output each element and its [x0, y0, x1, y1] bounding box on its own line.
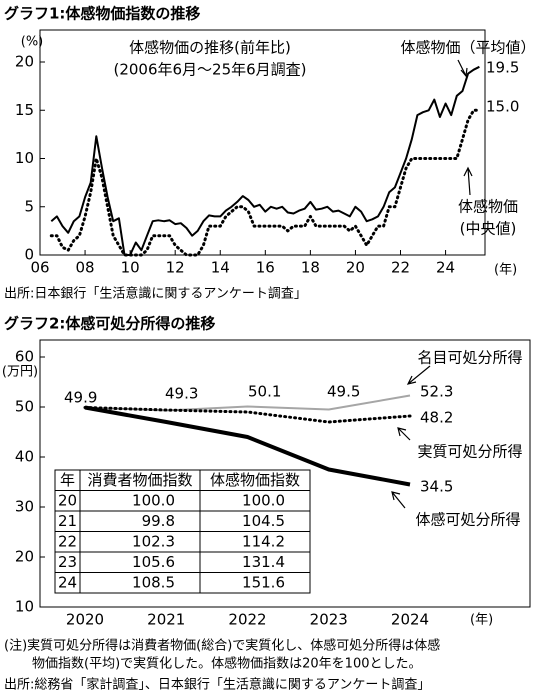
source: 出所:総務省「家計調査」、日本銀行「生活意識に関するアンケート調査」	[4, 677, 430, 693]
table-cell: 105.6	[132, 553, 175, 571]
table-cell: 23	[58, 553, 77, 571]
y-tick-label: 15	[15, 101, 34, 119]
table-header: 消費者物価指数	[87, 471, 192, 489]
series-line	[83, 406, 412, 424]
table-cell: 104.5	[242, 512, 285, 530]
x-tick-label: 2022	[228, 611, 266, 629]
table-header: 年	[60, 471, 75, 489]
table-cell: 20	[58, 491, 77, 509]
value-label: 49.9	[64, 389, 97, 407]
series-line	[84, 405, 411, 487]
table-cell: 108.5	[132, 573, 175, 591]
arrow	[457, 59, 468, 78]
x-tick-label: 2020	[66, 611, 104, 629]
plot-frame	[39, 29, 486, 256]
table-cell: 99.8	[142, 512, 175, 530]
x-label: (年)	[470, 613, 493, 628]
x-tick-label: 06	[30, 259, 49, 277]
table-cell: 100.0	[242, 491, 285, 509]
y-tick-label: 50	[15, 398, 34, 416]
series-line	[50, 65, 480, 256]
y-tick-label: 20	[15, 548, 34, 566]
table-header: 体感物価指数	[210, 471, 300, 489]
y-label: (万円)	[2, 365, 38, 380]
table-cell: 100.0	[132, 491, 175, 509]
y-label: (%)	[21, 35, 44, 50]
value-label: 15.0	[486, 98, 519, 116]
value-label: 34.5	[420, 478, 453, 496]
x-tick-label: 16	[256, 259, 275, 277]
legend-label: (中央値)	[460, 220, 517, 238]
note: 物価指数(平均)で実質化した。体感物価指数は20年を100とした。	[32, 656, 422, 672]
legend-label: 体感物価	[458, 198, 518, 216]
x-tick-label: 2021	[147, 611, 185, 629]
legend-label: 実質可処分所得	[417, 443, 522, 461]
series-line	[49, 108, 481, 257]
value-label: 50.1	[248, 383, 281, 401]
subtitle: (2006年6月～25年6月調査)	[113, 61, 306, 79]
y-tick-label: 5	[24, 197, 34, 215]
table-cell: 102.3	[132, 532, 175, 550]
table-cell: 151.6	[242, 573, 285, 591]
chart-title: グラフ2:体感可処分所得の推移	[4, 315, 215, 333]
plot-frame	[39, 339, 531, 608]
arrow	[406, 365, 431, 385]
x-tick-label: 10	[121, 259, 140, 277]
arrow	[463, 166, 473, 196]
subtitle: 体感物価の推移(前年比)	[129, 39, 291, 57]
table-cell: 114.2	[242, 532, 285, 550]
x-tick-label: 12	[166, 259, 185, 277]
x-tick-label: 2023	[310, 611, 348, 629]
source: 出所:日本銀行「生活意識に関するアンケート調査」	[4, 286, 307, 302]
x-tick-label: 22	[391, 259, 410, 277]
legend-label: 名目可処分所得	[417, 349, 522, 367]
y-tick-label: 10	[15, 598, 34, 616]
x-tick-label: 18	[301, 259, 320, 277]
arrow	[397, 427, 411, 441]
chart-title: グラフ1:体感物価指数の推移	[4, 5, 200, 23]
x-tick-label: 2024	[391, 611, 429, 629]
x-tick-label: 14	[211, 259, 230, 277]
value-label: 48.2	[420, 409, 453, 427]
y-tick-label: 30	[15, 498, 34, 516]
value-label: 19.5	[486, 59, 519, 77]
x-label: (年)	[494, 263, 517, 278]
table-cell: 24	[58, 573, 77, 591]
value-label: 52.3	[420, 383, 453, 401]
note: (注)実質可処分所得は消費者物価(総合)で実質化し、体感可処分所得は体感	[4, 638, 440, 654]
y-tick-label: 20	[15, 53, 34, 71]
x-tick-label: 24	[436, 259, 455, 277]
table-cell: 131.4	[242, 553, 285, 571]
x-tick-label: 20	[346, 259, 365, 277]
y-tick-label: 40	[15, 448, 34, 466]
value-label: 49.5	[327, 383, 360, 401]
y-tick-label: 0	[24, 246, 34, 264]
table-cell: 22	[58, 532, 77, 550]
table-cell: 21	[58, 512, 77, 530]
value-label: 49.3	[165, 385, 198, 403]
y-tick-label: 60	[15, 348, 34, 366]
legend-label: 体感物価（平均値）	[400, 39, 535, 57]
y-tick-label: 10	[15, 149, 34, 167]
arrow	[391, 491, 406, 509]
x-tick-label: 08	[76, 259, 95, 277]
legend-label: 体感可処分所得	[415, 511, 520, 529]
